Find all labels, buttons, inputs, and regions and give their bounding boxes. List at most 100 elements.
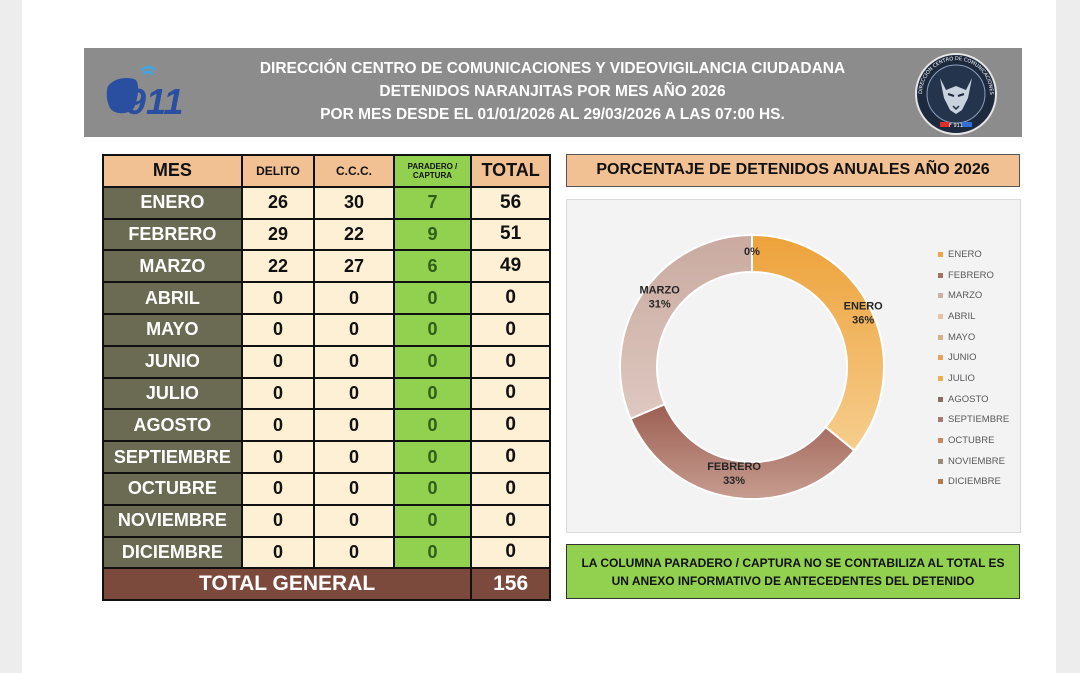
legend-item: ABRIL — [938, 306, 1009, 327]
legend-label: FEBRERO — [948, 269, 994, 281]
data-label-category: MARZO — [639, 285, 680, 297]
legend-swatch — [938, 355, 943, 361]
cell-total: 0 — [470, 344, 551, 379]
legend-swatch — [938, 417, 943, 423]
legend-item: AGOSTO — [938, 389, 1009, 410]
title-line-2: DETENIDOS NARANJITAS POR MES AÑO 2026 — [379, 83, 726, 100]
cell-delito: 0 — [240, 535, 316, 570]
cell-delito: 26 — [240, 185, 316, 220]
wolf-seal-logo: DIRECCIÓN CENTRO DE COMUNICACIONES Y VID… — [908, 48, 997, 135]
table-row: FEBRERO 29 22 9 51 — [102, 217, 551, 252]
table-row: MARZO 22 27 6 49 — [102, 249, 551, 284]
data-label-percent: 0% — [744, 246, 760, 258]
cell-paradero: 0 — [392, 503, 473, 538]
legend-swatch — [938, 458, 943, 464]
legend-label: JULIO — [948, 372, 975, 384]
legend-swatch — [938, 293, 943, 299]
legend-label: MAYO — [948, 331, 976, 343]
data-label-percent: 36% — [852, 314, 874, 326]
cell-paradero: 0 — [392, 440, 473, 474]
chart-legend: ENERO FEBRERO MARZO ABRIL MAYO JUNIO JULIO AGOS… — [938, 244, 1009, 492]
legend-item: DICIEMBRE — [938, 472, 1009, 493]
cell-ccc: 0 — [313, 440, 395, 474]
col-header-ccc: C.C.C. — [313, 154, 395, 188]
col-header-total: TOTAL — [470, 154, 551, 188]
cell-ccc: 0 — [313, 312, 395, 347]
911-logo: 911 — [106, 65, 183, 122]
col-header-delito: DELITO — [240, 154, 316, 188]
legend-label: DICIEMBRE — [948, 476, 1001, 488]
cell-mes: AGOSTO — [102, 408, 243, 443]
cell-paradero: 0 — [392, 376, 473, 411]
legend-label: JUNIO — [948, 352, 977, 364]
cell-total: 56 — [470, 185, 551, 220]
cell-ccc: 30 — [313, 185, 395, 220]
legend-swatch — [938, 479, 943, 485]
legend-swatch — [938, 251, 943, 257]
cell-paradero: 7 — [392, 185, 473, 220]
cell-delito: 0 — [240, 471, 316, 506]
total-general-row: TOTAL GENERAL 156 — [101, 567, 551, 602]
cell-delito: 0 — [240, 312, 316, 347]
cell-paradero: 0 — [392, 281, 473, 315]
data-label-category: ENERO — [844, 300, 884, 312]
cell-ccc: 0 — [313, 344, 395, 379]
note-line-1: LA COLUMNA PARADERO / CAPTURA NO SE CONT… — [581, 556, 1005, 570]
legend-swatch — [938, 438, 943, 444]
table-row: ENERO 26 30 7 56 — [102, 185, 551, 220]
cell-ccc: 0 — [313, 471, 395, 506]
cell-mes: NOVIEMBRE — [102, 503, 243, 538]
donut-chart: ENERO 36% FEBRERO 33% MARZO 31% 0% — [619, 233, 885, 500]
table-row: SEPTIEMBRE 0 0 0 0 — [102, 440, 551, 474]
legend-swatch — [938, 313, 943, 319]
cell-mes: ABRIL — [102, 281, 243, 315]
legend-label: MARZO — [948, 290, 983, 302]
cell-mes: MAYO — [102, 312, 243, 347]
logo-text: 911 — [126, 81, 183, 122]
cell-delito: 22 — [240, 249, 316, 284]
col-header-mes: MES — [102, 154, 243, 188]
report-title: DIRECCIÓN CENTRO DE COMUNICACIONES Y VID… — [230, 57, 875, 126]
cell-total: 0 — [470, 471, 551, 506]
paradero-note: LA COLUMNA PARADERO / CAPTURA NO SE CONT… — [566, 544, 1020, 599]
chart-title: PORCENTAJE DE DETENIDOS ANUALES AÑO 2026 — [566, 154, 1020, 187]
legend-label: SEPTIEMBRE — [948, 414, 1010, 426]
legend-item: NOVIEMBRE — [938, 451, 1009, 472]
cell-mes: DICIEMBRE — [102, 535, 243, 570]
cell-mes: FEBRERO — [102, 217, 243, 252]
cell-ccc: 0 — [313, 281, 395, 315]
title-line-1: DIRECCIÓN CENTRO DE COMUNICACIONES Y VID… — [259, 60, 846, 77]
cell-mes: OCTUBRE — [102, 471, 243, 506]
total-general-value: 156 — [470, 567, 551, 602]
table-row: JULIO 0 0 0 0 — [102, 376, 551, 411]
cell-mes: ENERO — [102, 185, 243, 220]
cell-total: 0 — [470, 312, 551, 347]
cell-total: 0 — [470, 503, 551, 538]
legend-item: OCTUBRE — [938, 430, 1009, 451]
donut-slice-marzo — [619, 233, 753, 421]
cell-paradero: 9 — [392, 217, 473, 252]
cell-total: 0 — [470, 408, 551, 443]
table-row: JUNIO 0 0 0 0 — [102, 344, 551, 379]
legend-item: JULIO — [938, 368, 1009, 389]
cell-paradero: 6 — [392, 249, 473, 284]
cell-total: 51 — [470, 217, 551, 252]
legend-swatch — [938, 375, 943, 381]
cell-ccc: 0 — [313, 376, 395, 411]
cell-mes: JUNIO — [102, 344, 243, 379]
cell-paradero: 0 — [392, 535, 473, 570]
cell-paradero: 0 — [392, 312, 473, 347]
cell-total: 0 — [470, 535, 551, 570]
legend-label: OCTUBRE — [948, 435, 995, 447]
legend-item: FEBRERO — [938, 265, 1009, 286]
cell-delito: 0 — [240, 344, 316, 379]
legend-item: MARZO — [938, 285, 1009, 306]
legend-item: SEPTIEMBRE — [938, 410, 1009, 431]
table-row: ABRIL 0 0 0 0 — [102, 281, 551, 315]
legend-swatch — [938, 396, 943, 402]
table-row: DICIEMBRE 0 0 0 0 — [102, 535, 551, 570]
cell-ccc: 27 — [313, 249, 395, 284]
cell-ccc: 0 — [313, 408, 395, 443]
cell-delito: 0 — [240, 281, 316, 315]
legend-label: AGOSTO — [948, 393, 989, 405]
